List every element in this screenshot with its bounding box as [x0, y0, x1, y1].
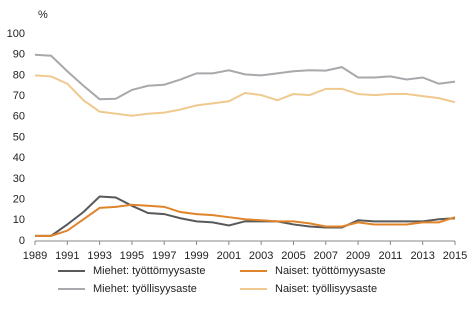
y-tick-label: 30 [13, 173, 25, 185]
y-tick-label: 20 [13, 194, 25, 206]
x-tick-label: 1999 [184, 250, 208, 262]
series-line [34, 74, 456, 117]
x-tick-label: 1995 [120, 250, 144, 262]
series-line [34, 53, 456, 101]
legend-label: Miehet: työttömyysaste [93, 265, 206, 277]
series-line [35, 195, 456, 237]
y-tick-label: 40 [13, 152, 25, 164]
y-tick-label: 100 [7, 28, 25, 40]
x-tick-label: 1989 [23, 250, 47, 262]
series-line [35, 203, 456, 237]
y-tick-label: 80 [13, 69, 25, 81]
x-tick-label: 2013 [410, 250, 434, 262]
y-tick-label: 60 [13, 111, 25, 123]
y-axis-label: % [38, 9, 48, 21]
y-tick-label: 10 [13, 214, 25, 226]
legend-label: Naiset: työttömyysaste [275, 265, 386, 277]
y-tick-label: 90 [13, 49, 25, 61]
x-tick-label: 2009 [346, 250, 370, 262]
x-tick-label: 2007 [314, 250, 338, 262]
y-tick-label: 50 [13, 131, 25, 143]
legend-label: Miehet: työllisyysaste [93, 283, 197, 295]
x-tick-label: 2005 [281, 250, 305, 262]
x-tick-label: 1991 [55, 250, 79, 262]
x-tick-label: 2011 [379, 250, 403, 262]
x-tick-label: 1993 [87, 250, 111, 262]
y-tick-label: 0 [19, 235, 25, 247]
x-tick-label: 2003 [249, 250, 273, 262]
x-tick-label: 1997 [152, 250, 176, 262]
x-tick-label: 2015 [443, 250, 467, 262]
legend-label: Naiset: työllisyysaste [275, 283, 377, 295]
x-tick-label: 2001 [217, 250, 241, 262]
y-tick-label: 70 [13, 90, 25, 102]
